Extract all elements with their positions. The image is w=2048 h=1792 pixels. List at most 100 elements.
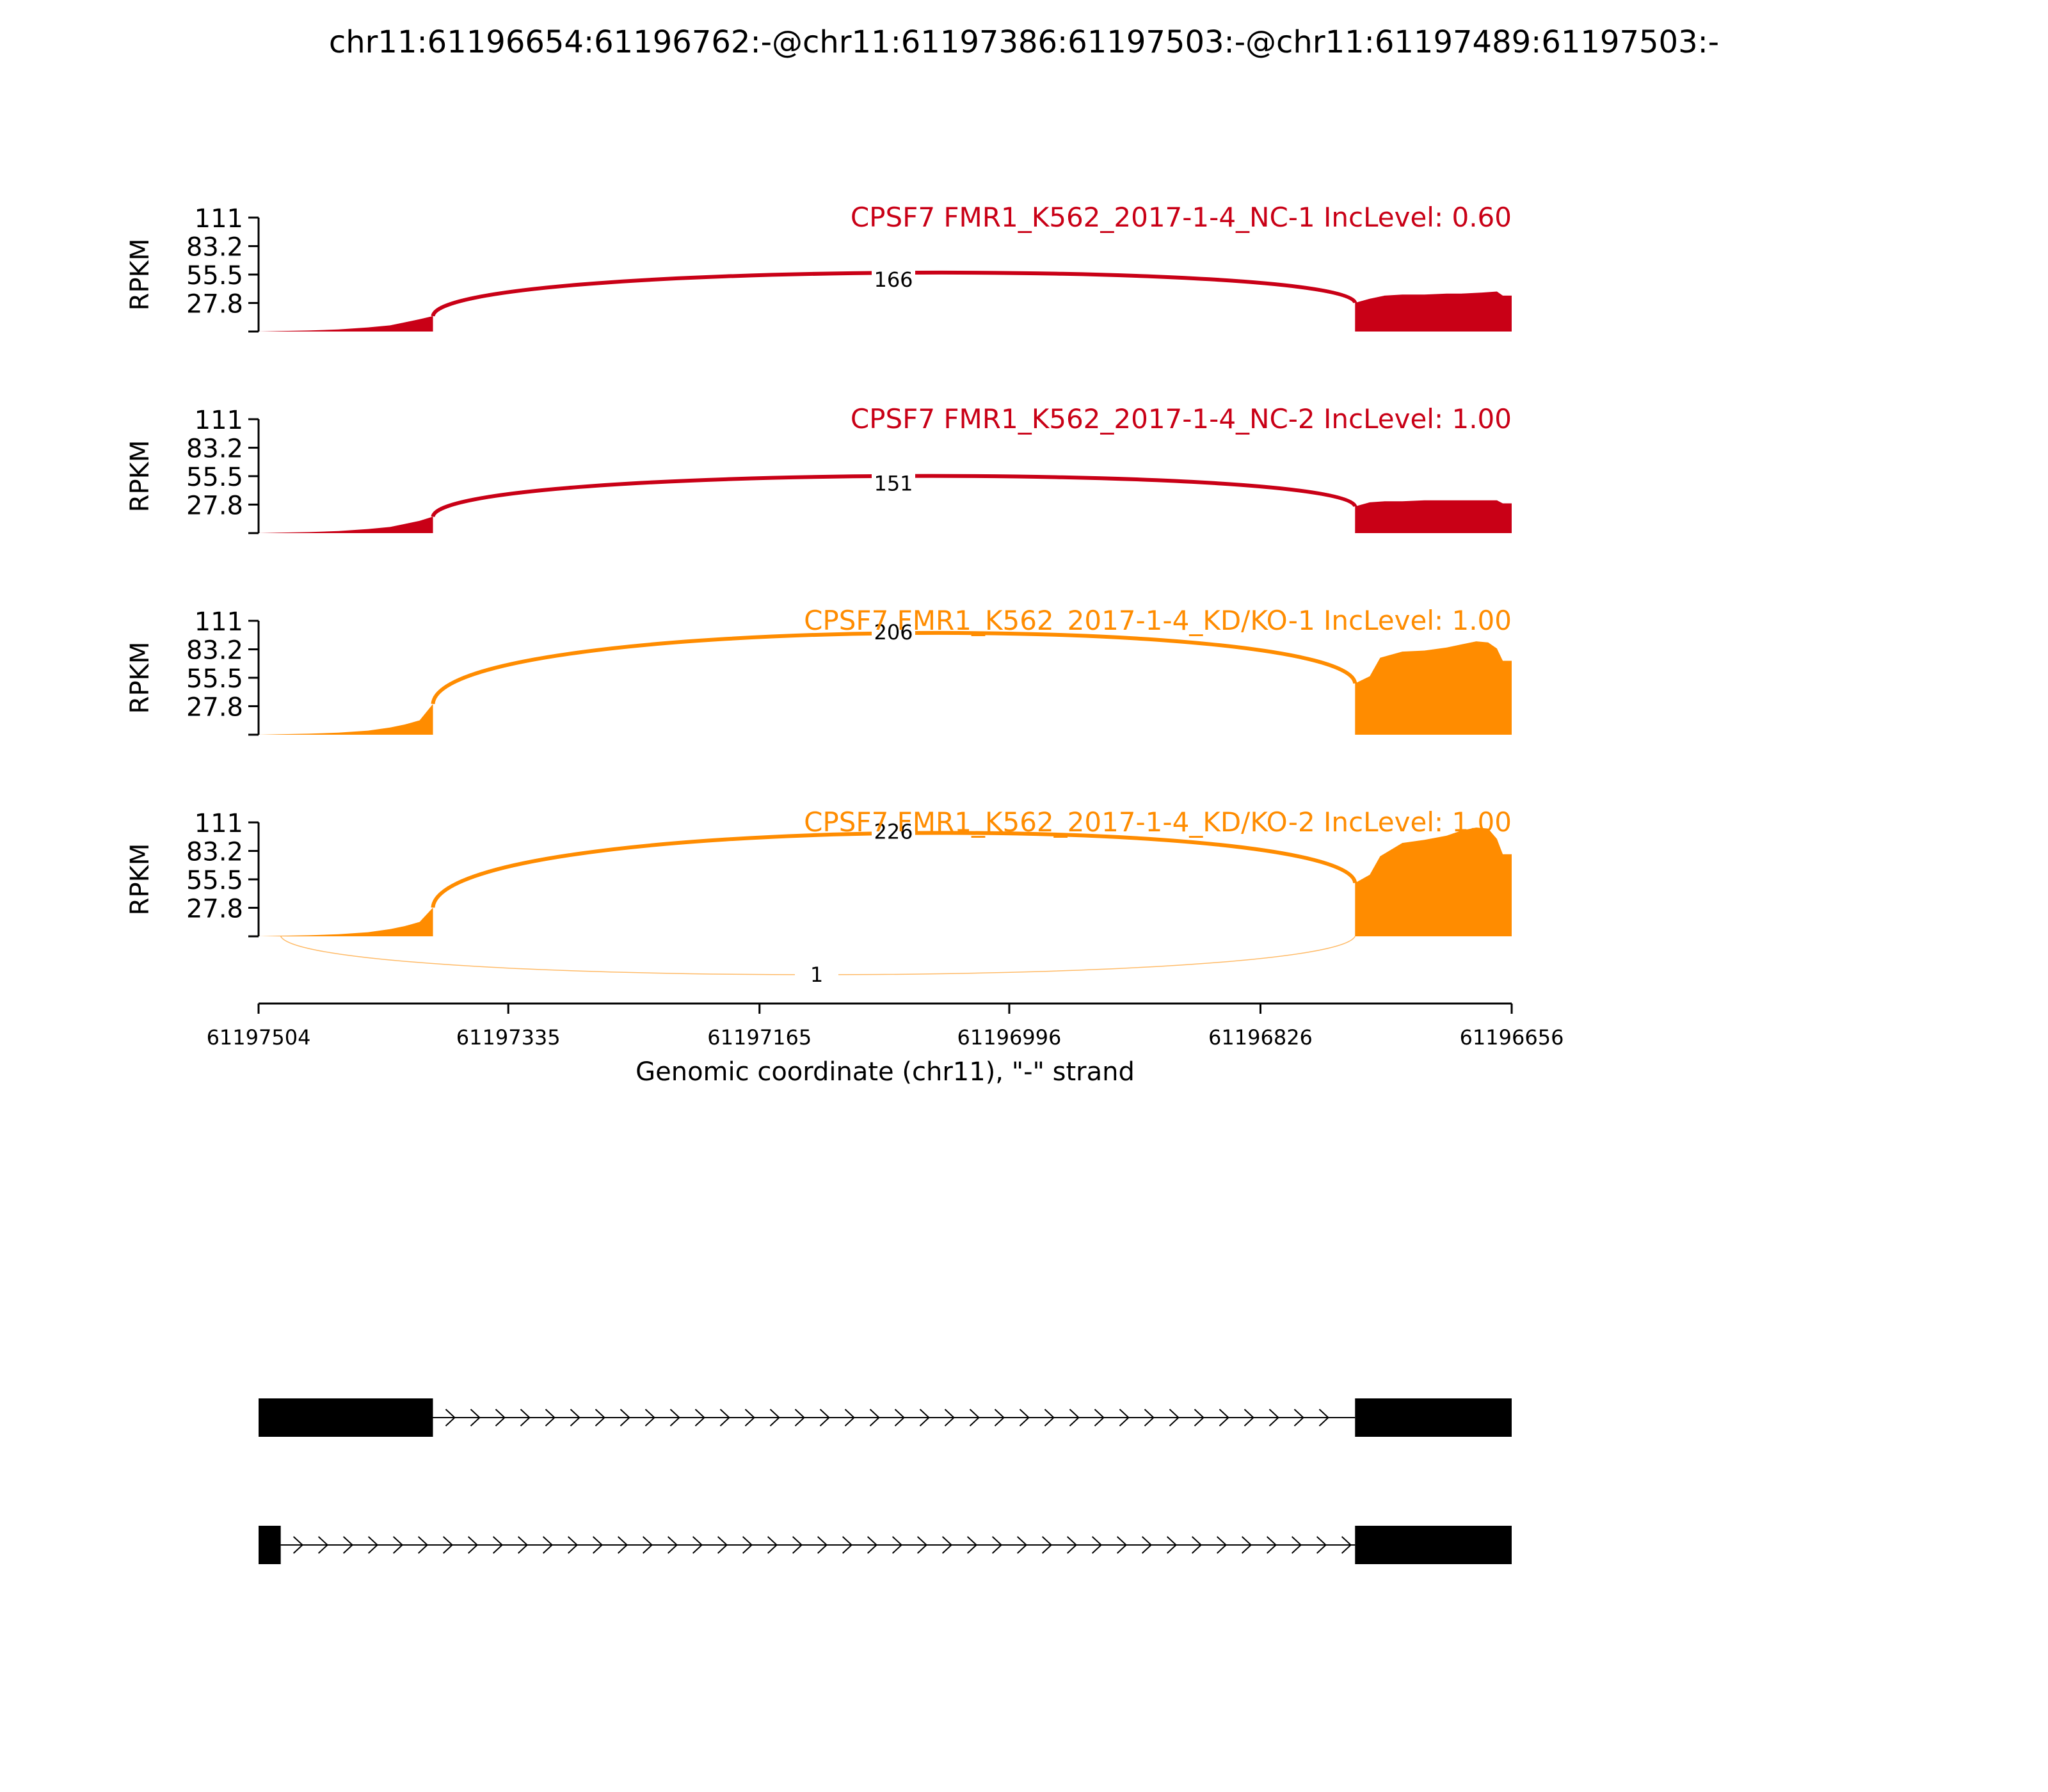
plot-title: chr11:61196654:61196762:-@chr11:61197386…	[329, 24, 1719, 60]
sample-label: CPSF7 FMR1_K562_2017-1-4_NC-2 IncLevel: …	[851, 403, 1512, 435]
strand-arrow	[1066, 1536, 1078, 1554]
coverage-area	[259, 908, 433, 936]
strand-arrow	[595, 1409, 605, 1427]
strand-arrow	[570, 1409, 580, 1427]
junction-label-bg	[872, 266, 915, 294]
strand-arrow	[819, 1409, 830, 1427]
junction-count: 151	[874, 471, 913, 495]
x-tick-label: 61197504	[207, 1025, 311, 1050]
y-tick-label: 55.5	[186, 664, 243, 694]
strand-arrow	[542, 1536, 554, 1554]
strand-arrow	[694, 1409, 705, 1427]
y-tick-label: 27.8	[186, 692, 243, 722]
strand-arrow	[495, 1409, 506, 1427]
strand-arrow	[692, 1536, 703, 1554]
strand-arrow	[1316, 1536, 1327, 1554]
coverage-area	[259, 703, 433, 735]
strand-arrow	[1041, 1536, 1053, 1554]
strand-arrow	[944, 1409, 955, 1427]
strand-arrow	[792, 1536, 803, 1554]
junction-count: 1	[810, 963, 823, 987]
strand-arrow	[969, 1409, 980, 1427]
strand-arrow	[1166, 1536, 1178, 1554]
strand-arrow	[867, 1536, 878, 1554]
junction-count: 226	[874, 820, 913, 844]
strand-arrow	[1268, 1409, 1279, 1427]
strand-arrow	[744, 1409, 755, 1427]
strand-arrow	[517, 1536, 529, 1554]
y-tick-label: 111	[195, 809, 243, 838]
strand-arrow	[941, 1536, 953, 1554]
coverage-area	[1355, 641, 1512, 735]
strand-arrow	[769, 1409, 780, 1427]
strand-arrow	[1116, 1536, 1128, 1554]
coverage-area	[1355, 500, 1512, 533]
strand-arrow	[545, 1409, 556, 1427]
strand-arrow	[894, 1409, 905, 1427]
x-tick-label: 61196826	[1208, 1025, 1313, 1050]
y-tick-label: 83.2	[186, 636, 243, 666]
junction-count: 166	[874, 268, 913, 292]
strand-arrow	[919, 1409, 930, 1427]
strand-arrow	[719, 1409, 730, 1427]
strand-arrow	[567, 1536, 579, 1554]
strand-arrow	[717, 1536, 728, 1554]
junction-label-bg	[795, 961, 838, 989]
x-tick-label: 61197165	[707, 1025, 812, 1050]
strand-arrow	[1141, 1536, 1153, 1554]
strand-arrow	[817, 1536, 828, 1554]
strand-arrow	[467, 1536, 479, 1554]
strand-arrow	[1194, 1409, 1204, 1427]
x-tick-label: 61196996	[957, 1025, 1062, 1050]
sample-label: CPSF7 FMR1_K562_2017-1-4_NC-1 IncLevel: …	[851, 202, 1512, 233]
strand-arrow	[1293, 1409, 1304, 1427]
x-tick-label: 61197335	[456, 1025, 561, 1050]
junction-label-bg	[872, 618, 915, 646]
strand-arrow	[1019, 1409, 1030, 1427]
strand-arrow	[1341, 1536, 1352, 1554]
y-axis-label: RPKM	[125, 239, 155, 311]
strand-arrow	[1266, 1536, 1277, 1554]
x-tick-label: 61196656	[1460, 1025, 1564, 1050]
strand-arrow	[1291, 1536, 1302, 1554]
y-tick-label: 83.2	[186, 838, 243, 867]
y-tick-label: 111	[195, 204, 243, 234]
strand-arrow	[1044, 1409, 1055, 1427]
strand-arrow	[966, 1536, 978, 1554]
strand-arrow	[1144, 1409, 1155, 1427]
gene-model-1	[259, 1398, 1512, 1437]
strand-arrow	[592, 1536, 604, 1554]
exon-block	[259, 1526, 281, 1564]
strand-arrow	[470, 1409, 481, 1427]
y-tick-label: 111	[195, 607, 243, 637]
coverage-area	[1355, 291, 1512, 332]
x-axis-label: Genomic coordinate (chr11), "-" strand	[636, 1057, 1135, 1087]
exon-block	[1355, 1398, 1512, 1437]
y-axis-label: RPKM	[125, 642, 155, 714]
y-tick-label: 27.8	[186, 894, 243, 924]
coverage-area	[1355, 828, 1512, 936]
strand-arrow	[442, 1536, 454, 1554]
junction-count: 206	[874, 620, 913, 644]
y-tick-label: 83.2	[186, 435, 243, 464]
y-tick-label: 111	[195, 406, 243, 435]
strand-arrow	[844, 1409, 855, 1427]
y-axis-label: RPKM	[125, 440, 155, 513]
strand-arrow	[392, 1536, 404, 1554]
strand-arrow	[1169, 1409, 1180, 1427]
strand-arrow	[342, 1536, 354, 1554]
strand-arrow	[642, 1536, 653, 1554]
strand-arrow	[520, 1409, 531, 1427]
strand-arrow	[1191, 1536, 1203, 1554]
strand-arrow	[1016, 1536, 1028, 1554]
coverage-area	[259, 516, 433, 533]
strand-arrow	[1219, 1409, 1229, 1427]
strand-arrow	[669, 1409, 680, 1427]
strand-arrow	[620, 1409, 630, 1427]
y-tick-label: 27.8	[186, 491, 243, 520]
strand-arrow	[317, 1536, 329, 1554]
strand-arrow	[1244, 1409, 1254, 1427]
